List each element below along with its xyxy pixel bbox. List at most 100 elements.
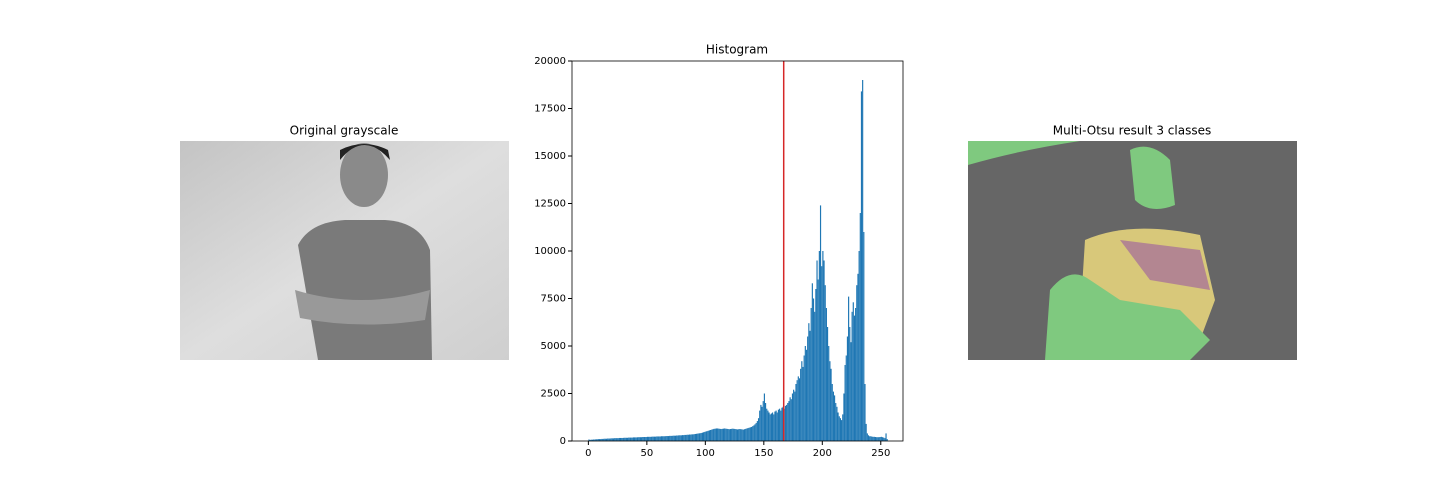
histogram-bar (731, 428, 733, 441)
histogram-bar (831, 384, 833, 441)
histogram-bar (772, 412, 774, 441)
histogram-bar (600, 439, 602, 441)
histogram-bar (794, 391, 796, 441)
histogram-bar (879, 437, 881, 441)
histogram-bar (633, 437, 636, 441)
histogram-bar (769, 414, 771, 441)
histogram-bar (630, 437, 632, 441)
histogram-bar (653, 436, 656, 441)
histogram-bar (705, 431, 707, 441)
histogram-bar (770, 413, 773, 441)
histogram-bar (753, 425, 755, 441)
histogram-bar (749, 427, 751, 441)
histogram-bar (651, 436, 653, 441)
histogram-bar (801, 361, 803, 441)
histogram-bar (884, 438, 886, 441)
histogram-bar (870, 436, 872, 441)
histogram-bar (607, 438, 609, 441)
histogram-bar (602, 438, 604, 441)
histogram-bar (796, 380, 798, 441)
histogram-bar (673, 435, 675, 441)
histogram-bar (881, 437, 884, 441)
histogram-bar (812, 298, 815, 441)
histogram-bar (728, 429, 730, 441)
histogram-bar (789, 397, 791, 441)
histogram-bar (622, 437, 624, 441)
histogram-bar (774, 411, 776, 441)
x-tick-label: 100 (696, 448, 715, 459)
histogram-bar (720, 429, 722, 441)
histogram-bar (691, 434, 693, 441)
histogram-bar (788, 401, 790, 441)
histogram-bar (869, 436, 871, 441)
histogram-bar (763, 393, 765, 441)
histogram-bar (811, 283, 813, 441)
histogram-bar (775, 410, 777, 441)
histogram-bar (667, 436, 670, 441)
histogram-bar (702, 432, 705, 441)
histogram-bar (610, 438, 612, 441)
histogram-bar (790, 399, 792, 441)
y-tick-label: 10000 (534, 246, 566, 257)
histogram-bar (756, 421, 758, 441)
histogram-bar (732, 428, 734, 441)
histogram-bar (718, 428, 720, 441)
histogram-bar (704, 431, 706, 441)
histogram-bar (819, 205, 822, 441)
histogram-bar (805, 349, 808, 441)
histogram-bar (857, 273, 859, 441)
histogram-bar (839, 418, 842, 441)
histogram-bar (660, 436, 663, 441)
histogram-bar (596, 439, 598, 441)
histogram-bar (787, 403, 789, 441)
histogram-bar (851, 311, 853, 441)
histogram-bar (616, 438, 618, 441)
histogram-bar (833, 395, 836, 441)
histogram-bar (797, 376, 799, 441)
histogram-bar (855, 308, 857, 441)
histogram-bar (867, 435, 870, 441)
histogram-bar (836, 406, 838, 441)
original-image (180, 141, 509, 360)
y-tick-label: 7500 (541, 294, 566, 305)
histogram-bar (743, 429, 746, 441)
histogram-bar (590, 439, 592, 441)
histogram-bar (886, 439, 888, 441)
histogram-bar (757, 418, 760, 441)
histogram-bar (860, 91, 863, 442)
histogram-bar (745, 428, 747, 441)
histogram-bar (729, 429, 732, 441)
histogram-bar (877, 437, 879, 441)
histogram-bar (808, 323, 810, 441)
histogram-bar (849, 327, 851, 441)
histogram-bar (724, 428, 726, 441)
histogram-bar (608, 438, 610, 441)
histogram-bar (605, 438, 608, 441)
histogram-bar (809, 330, 811, 441)
histogram-bar (712, 429, 714, 441)
histogram-bar (658, 436, 660, 441)
histogram-bar (655, 436, 657, 441)
histogram-bar (598, 439, 601, 441)
histogram-bar (748, 427, 750, 441)
x-tick-label: 200 (813, 448, 832, 459)
histogram-bar (639, 437, 642, 441)
histogram-bar (631, 437, 633, 441)
histogram-bar (601, 438, 603, 441)
histogram-bar (672, 435, 674, 441)
histogram-bar (681, 435, 684, 441)
y-tick-label: 12500 (534, 199, 566, 210)
histogram-bar (676, 435, 678, 441)
histogram-bar (755, 422, 757, 441)
histogram-bar (862, 80, 864, 441)
histogram-bar (632, 437, 634, 441)
histogram-bar (741, 429, 743, 441)
histogram-bar (618, 437, 620, 441)
histogram-bar (844, 365, 846, 441)
histogram-bar (711, 429, 713, 441)
histogram-bar (829, 361, 831, 441)
histogram-bar (617, 438, 619, 441)
histogram-bar (609, 438, 611, 441)
histogram-bar (686, 434, 688, 441)
